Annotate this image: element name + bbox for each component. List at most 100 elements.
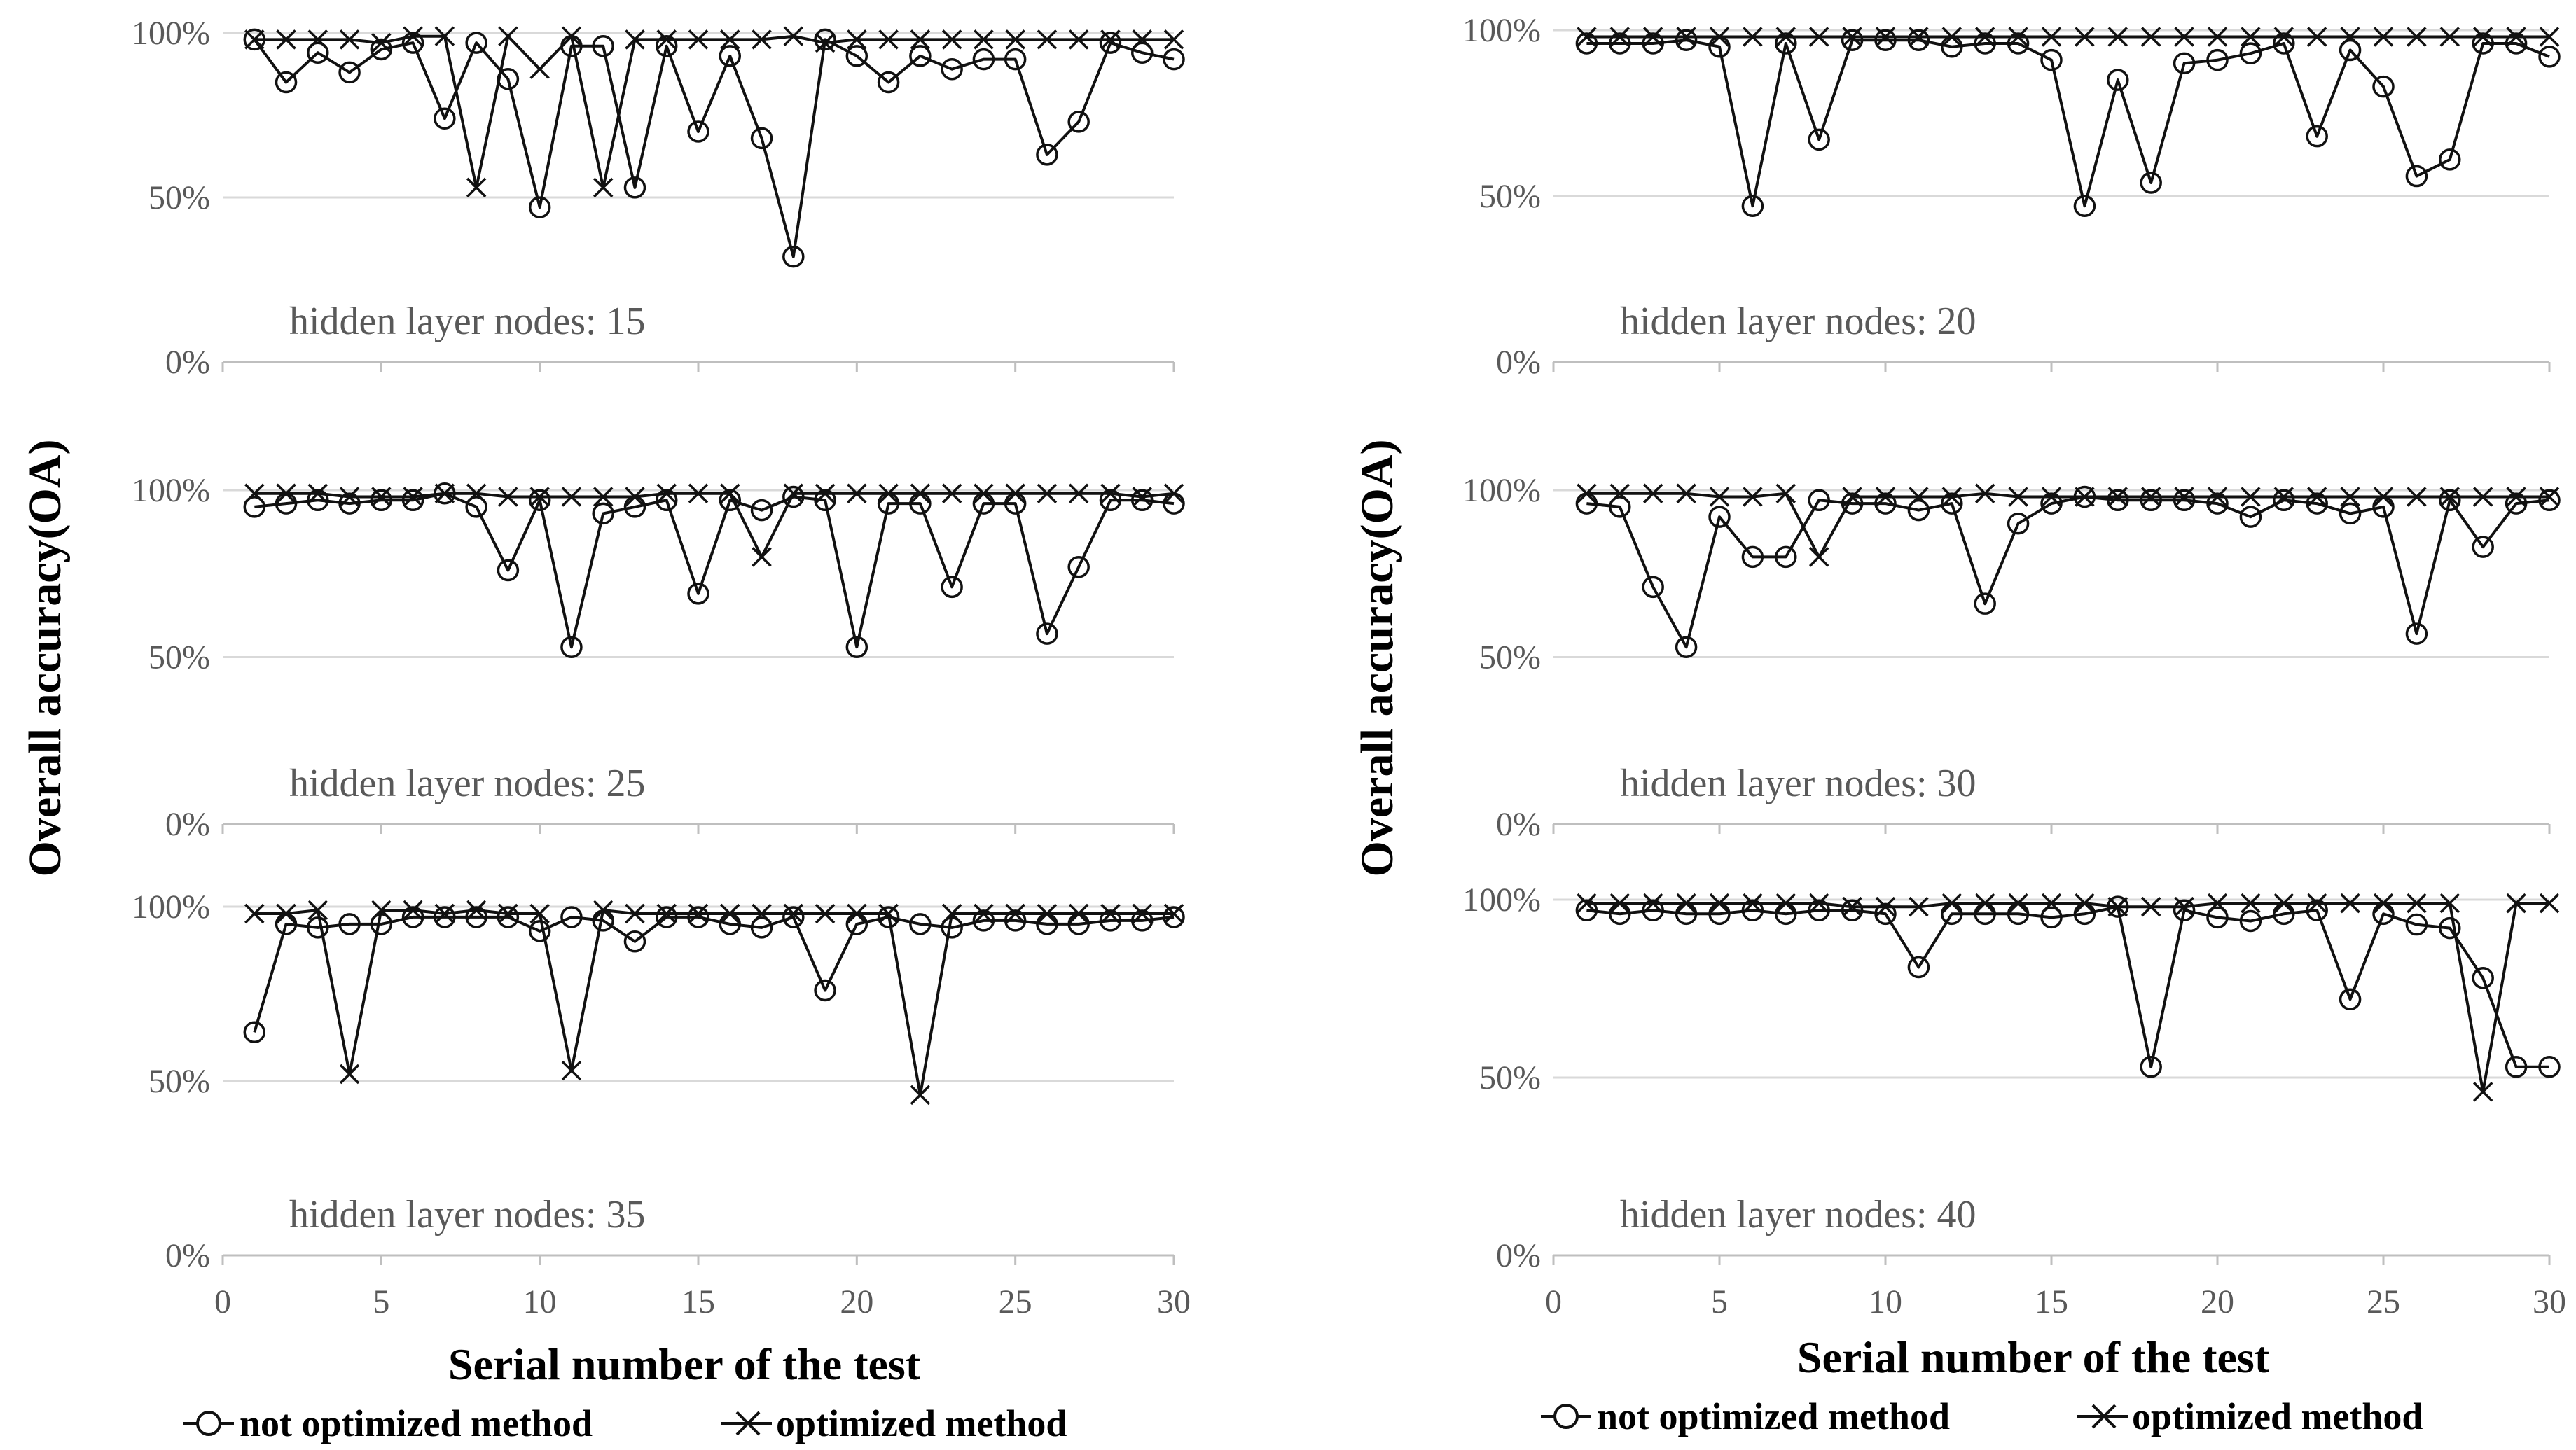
- data-point-circle: [2538, 46, 2561, 68]
- data-point-circle: [2339, 988, 2362, 1010]
- y-tick-label: 50%: [148, 1063, 210, 1100]
- data-point-circle: [782, 906, 805, 928]
- x-tick-label: 10: [523, 1283, 557, 1320]
- data-point-circle: [941, 576, 963, 599]
- data-point-circle: [687, 120, 709, 143]
- data-point-cross: [2008, 893, 2028, 914]
- data-point-circle: [2040, 48, 2063, 71]
- data-point-circle: [1775, 32, 1797, 55]
- data-point-circle: [2306, 492, 2328, 515]
- data-point-circle: [2472, 967, 2494, 989]
- legend-label-optimized-left: optimized method: [776, 1402, 1067, 1444]
- data-point-circle: [2173, 899, 2196, 921]
- data-point-circle: [1130, 489, 1154, 512]
- series-line: [1586, 492, 2549, 559]
- data-point-cross: [2207, 487, 2228, 507]
- data-point-circle: [1841, 29, 1864, 51]
- series-not-optimized: [1575, 29, 2561, 217]
- series-line: [253, 915, 1175, 1033]
- data-point-circle: [2040, 492, 2063, 515]
- data-point-cross: [371, 900, 392, 921]
- data-point-cross: [1577, 483, 1597, 504]
- data-point-circle: [941, 57, 963, 81]
- data-point-cross: [1709, 893, 1730, 914]
- data-point-cross: [688, 903, 709, 924]
- data-point-circle: [2206, 48, 2229, 71]
- data-point-cross: [1676, 893, 1696, 914]
- data-point-circle: [1907, 29, 1930, 51]
- data-point-circle: [1974, 32, 1996, 55]
- data-point-circle: [1004, 48, 1027, 71]
- data-point-cross: [2439, 27, 2460, 47]
- data-point-circle: [1130, 909, 1154, 932]
- series-not-optimized: [1575, 485, 2561, 658]
- y-tick-label: 100%: [1462, 12, 1541, 49]
- data-point-cross: [2539, 27, 2560, 47]
- x-tick-label: 30: [2533, 1283, 2566, 1320]
- data-point-cross: [2008, 27, 2028, 47]
- data-point-cross: [2373, 893, 2394, 914]
- data-point-cross: [1941, 487, 1962, 507]
- data-point-cross: [2075, 893, 2095, 914]
- data-point-circle: [1808, 128, 1830, 151]
- data-point-circle: [845, 45, 868, 67]
- data-point-cross: [2273, 487, 2294, 507]
- data-point-cross: [1909, 27, 1929, 47]
- data-point-circle: [2306, 899, 2328, 921]
- data-point-cross: [1163, 29, 1184, 50]
- data-point-cross: [1743, 893, 1763, 914]
- series-line: [254, 34, 1174, 189]
- data-point-circle: [592, 502, 614, 525]
- data-point-circle: [1775, 545, 1797, 569]
- data-point-circle: [623, 176, 646, 199]
- series-line: [254, 492, 1175, 649]
- data-point-cross: [276, 483, 296, 504]
- data-point-cross: [1974, 893, 1995, 914]
- data-point-circle: [1941, 492, 1963, 515]
- data-point-cross: [466, 177, 487, 198]
- legend-left: not optimized method optimized method: [183, 1402, 1067, 1444]
- data-point-cross: [783, 483, 804, 504]
- data-point-cross: [2472, 1082, 2493, 1102]
- data-point-circle: [1099, 32, 1122, 54]
- series-optimized: [244, 900, 1184, 1106]
- y-tick-label: 100%: [132, 15, 210, 52]
- data-point-cross: [2140, 487, 2161, 507]
- data-point-cross: [2439, 893, 2460, 914]
- data-point-circle: [1841, 899, 1864, 921]
- data-point-cross: [2439, 487, 2460, 507]
- y-tick-label: 50%: [1479, 1059, 1541, 1096]
- data-point-cross: [1132, 903, 1152, 924]
- data-point-circle: [655, 35, 678, 57]
- chart-panels: 0%50%100%hidden layer nodes: 150%50%100%…: [132, 12, 2566, 1320]
- data-point-cross: [752, 903, 772, 924]
- data-point-circle: [2140, 172, 2162, 194]
- data-point-cross: [847, 483, 867, 504]
- data-point-circle: [2273, 32, 2295, 55]
- y-axis-title-left: Overall accuracy(OA): [20, 440, 71, 877]
- data-point-cross: [2306, 487, 2327, 507]
- data-point-cross: [593, 177, 614, 198]
- data-point-cross: [974, 483, 994, 504]
- data-point-cross: [2306, 27, 2327, 47]
- data-point-cross: [498, 26, 518, 46]
- data-point-cross: [974, 903, 994, 924]
- data-point-cross: [2241, 893, 2261, 914]
- data-point-cross: [307, 900, 328, 921]
- data-point-cross: [1037, 903, 1058, 924]
- panel-annotation: hidden layer nodes: 30: [1620, 762, 1976, 805]
- y-tick-label: 0%: [1496, 806, 1541, 843]
- data-point-cross: [1775, 483, 1796, 504]
- data-point-circle: [2306, 125, 2328, 148]
- data-point-cross: [2506, 893, 2526, 914]
- x-tick-label: 10: [1869, 1283, 1902, 1320]
- x-tick-label: 15: [681, 1283, 715, 1320]
- data-point-circle: [243, 1021, 266, 1044]
- panel-6: 0% 50% 100% 0 5 10 15 20 25 30 hidden layer nodes:…: [1462, 881, 2566, 1320]
- data-point-circle: [1575, 899, 1598, 921]
- data-point-cross: [720, 903, 740, 924]
- data-point-cross: [1100, 903, 1121, 924]
- data-point-circle: [2173, 52, 2196, 75]
- data-point-circle: [2273, 489, 2295, 512]
